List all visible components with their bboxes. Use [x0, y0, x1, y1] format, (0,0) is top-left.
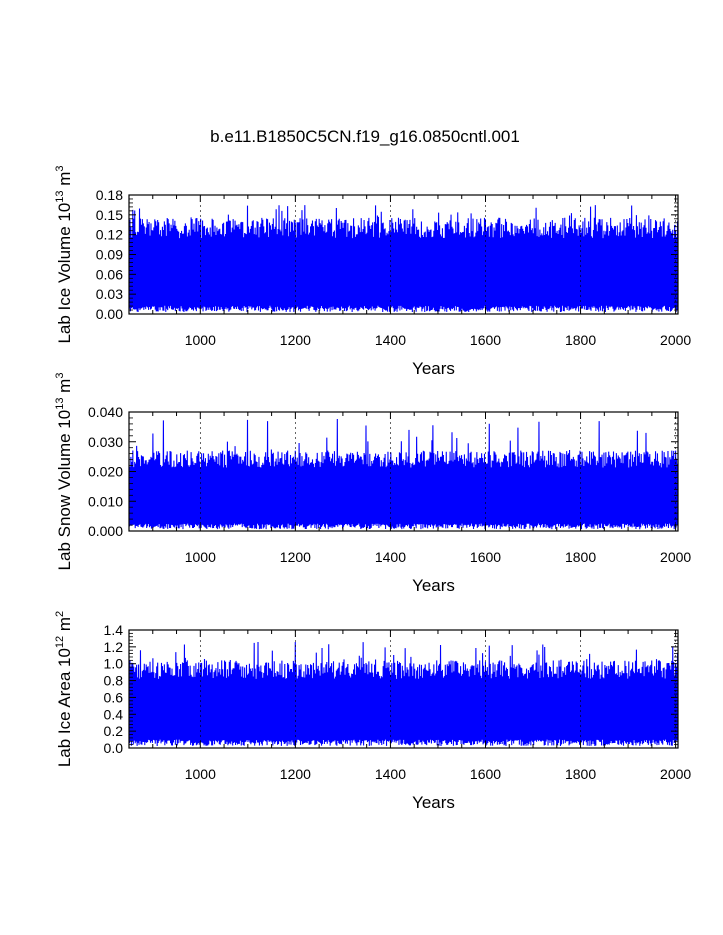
y-axis-title: Lab Snow Volume 1013 m3 — [54, 373, 74, 571]
y-tick-label: 0.06 — [96, 266, 123, 282]
y-tick-label: 0.03 — [96, 286, 123, 302]
y-tick-label: 0.040 — [88, 404, 123, 420]
y-tick-label: 0.2 — [104, 723, 124, 739]
x-tick-label: 1600 — [470, 766, 501, 782]
y-tick-label: 0.020 — [88, 464, 123, 480]
x-tick-label: 2000 — [660, 766, 691, 782]
x-tick-label: 1200 — [280, 766, 311, 782]
y-axis-title-unit-exponent: 2 — [54, 611, 66, 617]
y-axis-title-exponent: 13 — [54, 190, 66, 202]
x-tick-label: 1400 — [375, 549, 406, 565]
x-tick-label: 1400 — [375, 332, 406, 348]
y-axis-title-exponent: 13 — [54, 398, 66, 410]
y-axis-title-unit-exponent: 3 — [54, 373, 66, 379]
y-axis-title: Lab Ice Volume 1013 m3 — [54, 165, 74, 343]
y-axis-title-unit: m — [55, 172, 74, 191]
y-axis-title-unit: m — [55, 379, 74, 398]
y-tick-label: 0.000 — [88, 523, 123, 539]
x-tick-label: 1200 — [280, 549, 311, 565]
y-tick-label: 1.0 — [104, 656, 124, 672]
x-tick-label: 2000 — [660, 332, 691, 348]
x-tick-label: 1000 — [185, 549, 216, 565]
data-series-line — [129, 641, 678, 746]
y-tick-label: 0.030 — [88, 434, 123, 450]
y-axis-title-name: Lab Snow Volume 10 — [55, 410, 74, 571]
x-tick-label: 1600 — [470, 549, 501, 565]
x-tick-label: 1800 — [565, 332, 596, 348]
x-axis-title: Years — [412, 793, 455, 812]
y-axis-title-unit: m — [55, 617, 74, 636]
x-tick-label: 1200 — [280, 332, 311, 348]
x-tick-label: 1600 — [470, 332, 501, 348]
y-tick-label: 0.8 — [104, 673, 124, 689]
x-axis-title: Years — [412, 576, 455, 595]
y-tick-label: 1.4 — [104, 622, 124, 638]
y-tick-label: 0.4 — [104, 706, 124, 722]
plot-frame — [128, 629, 679, 749]
data-series-line — [129, 419, 678, 530]
chart-title: b.e11.B1850C5CN.f19_g16.0850cntl.001 — [210, 127, 520, 146]
x-tick-label: 1800 — [565, 549, 596, 565]
y-axis-title: Lab Ice Area 1012 m2 — [54, 611, 74, 767]
x-tick-label: 1800 — [565, 766, 596, 782]
x-tick-label: 1400 — [375, 766, 406, 782]
panel-1: 1000 1200 1400 1600 1800 2000 0.00 0.03 0.06 0.09… — [54, 165, 691, 378]
y-tick-label: 0.6 — [104, 689, 124, 705]
y-tick-label: 0.12 — [96, 227, 123, 243]
y-tick-label: 1.2 — [104, 639, 124, 655]
y-axis-title-name: Lab Ice Area 10 — [55, 648, 74, 767]
y-tick-label: 0.18 — [96, 187, 123, 203]
x-tick-label: 1000 — [185, 332, 216, 348]
y-tick-label: 0.0 — [104, 740, 124, 756]
y-axis-title-name: Lab Ice Volume 10 — [55, 203, 74, 344]
x-tick-label: 2000 — [660, 549, 691, 565]
y-axis-title-unit-exponent: 3 — [54, 165, 66, 171]
panel-3: 1000 1200 1400 1600 1800 20000.00.20.40.60.81… — [54, 611, 691, 812]
y-tick-label: 0.15 — [96, 207, 123, 223]
y-axis-title-exponent: 12 — [54, 636, 66, 648]
x-axis-title: Years — [412, 359, 455, 378]
y-tick-label: 0.00 — [96, 306, 123, 322]
y-tick-label: 0.09 — [96, 247, 123, 263]
panel-2: 1000 1200 1400 1600 1800 2000 0.000 0.010 0.020 0… — [54, 373, 691, 595]
x-tick-label: 1000 — [185, 766, 216, 782]
y-tick-label: 0.010 — [88, 493, 123, 509]
data-series-line — [129, 205, 678, 313]
